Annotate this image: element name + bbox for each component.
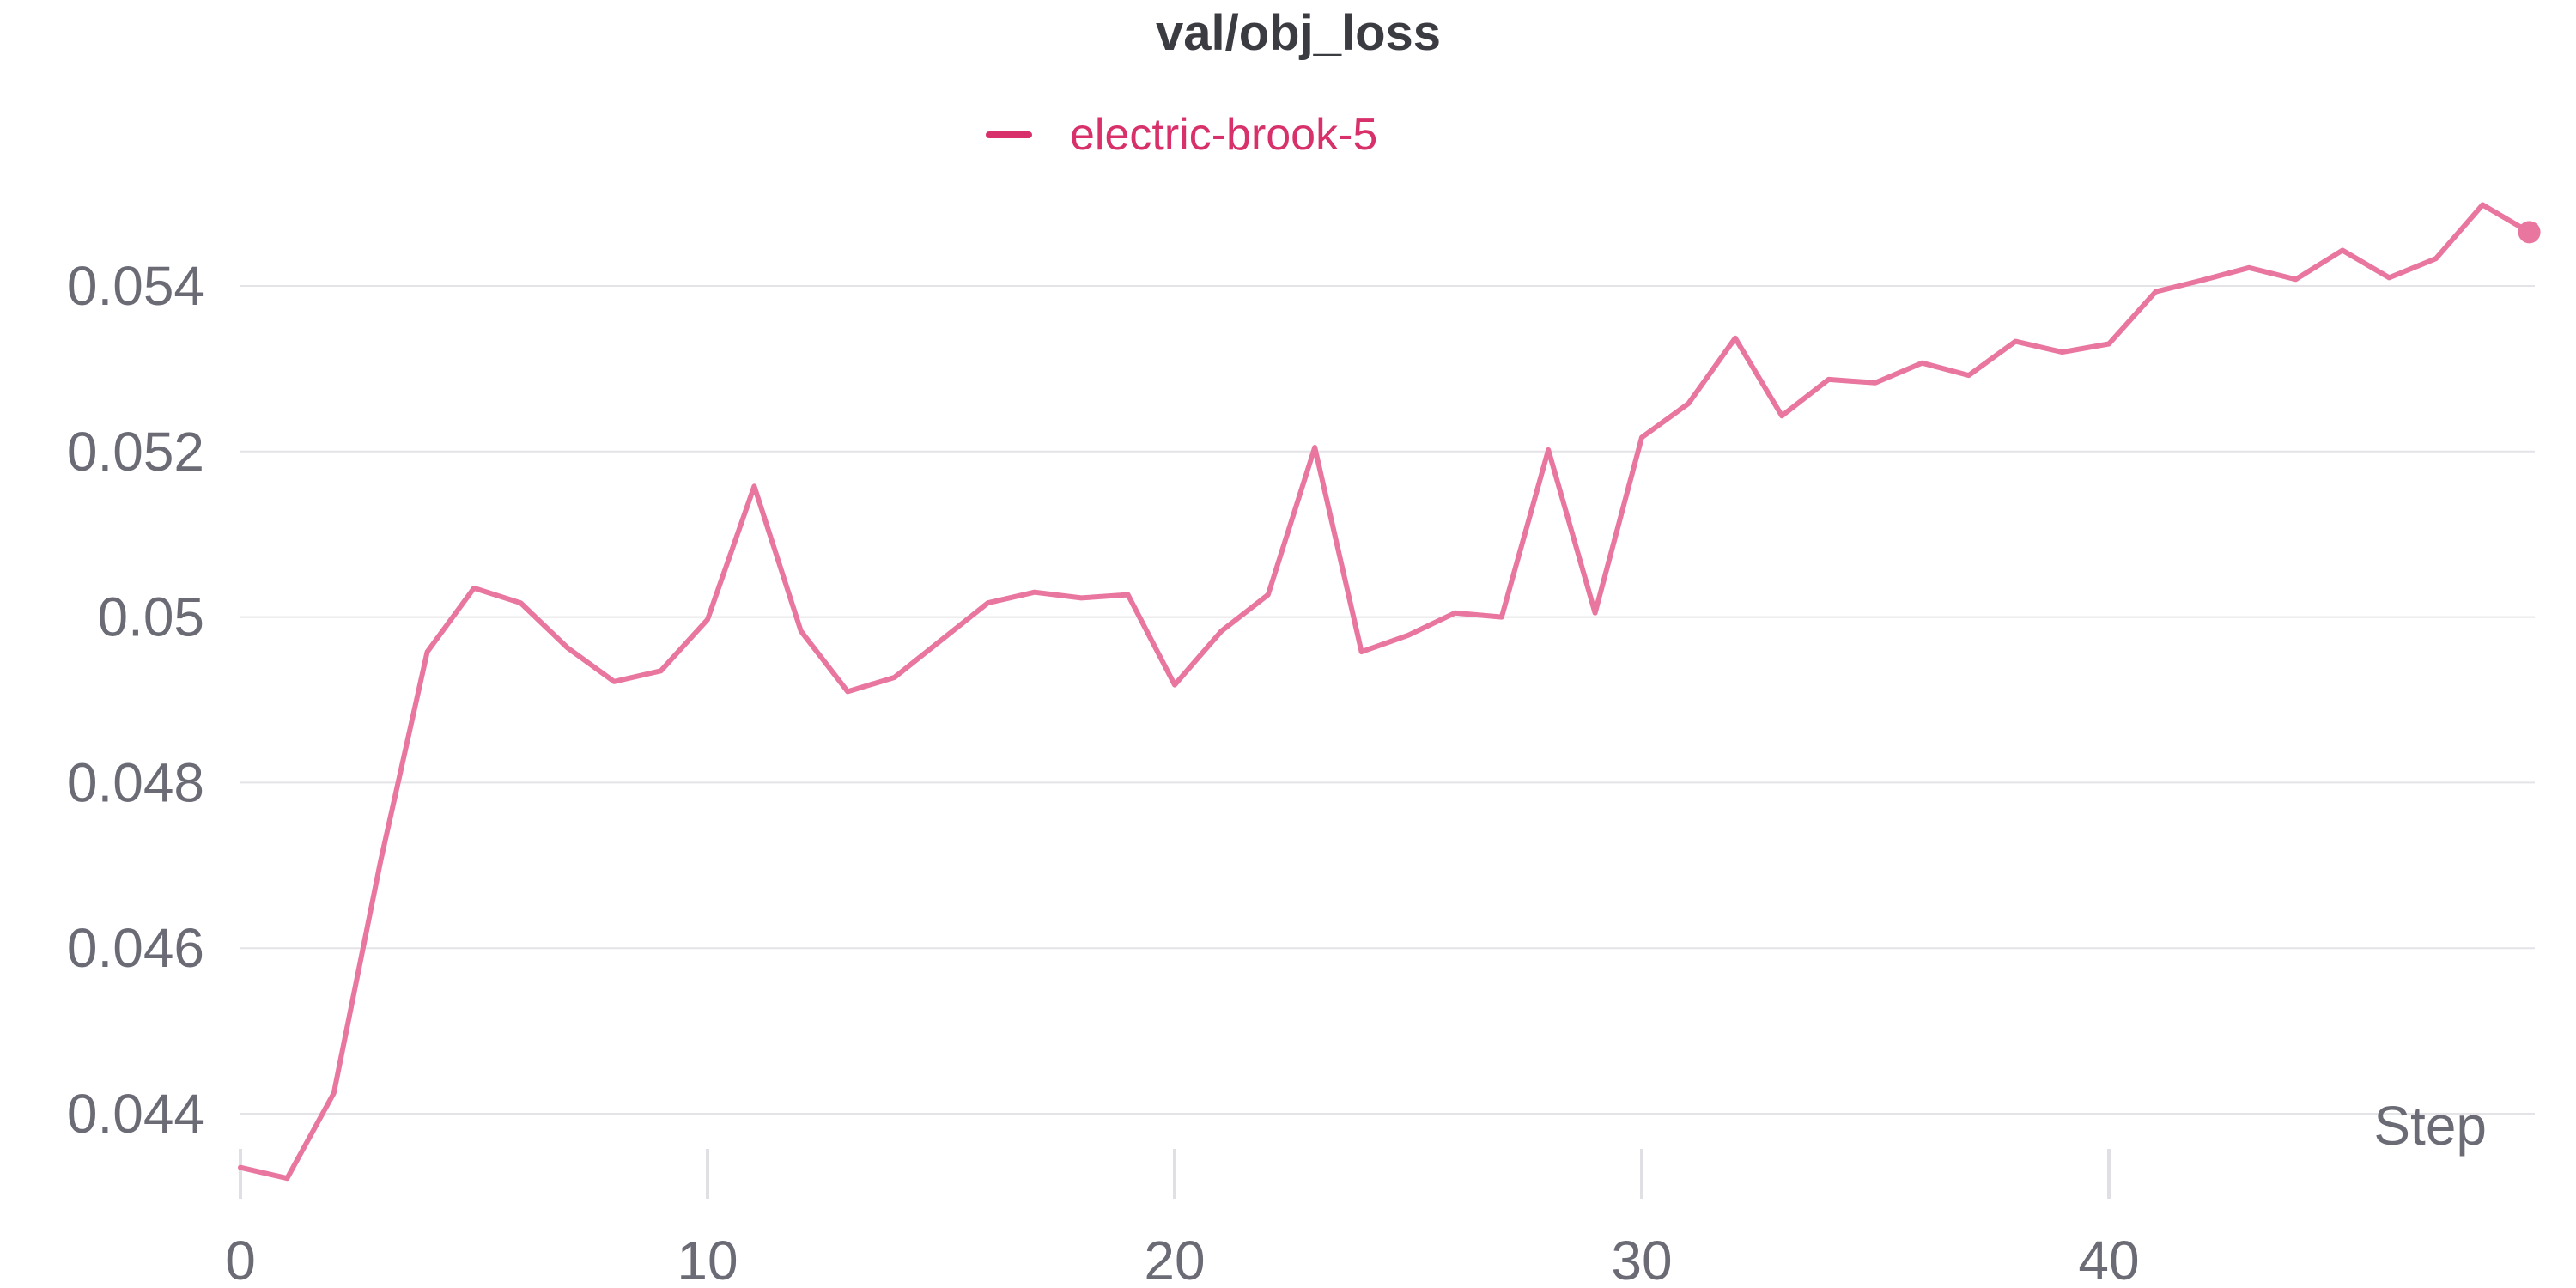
data-point: [2386, 275, 2391, 280]
data-point: [705, 617, 710, 622]
legend-label-electric-brook-5: electric-brook-5: [1070, 110, 1377, 160]
data-point: [2433, 256, 2439, 261]
data-point: [238, 1165, 243, 1170]
data-point: [1406, 633, 1411, 638]
x-axis-ticks: 0 10 20 30 40: [225, 1149, 2140, 1288]
data-point: [1873, 380, 1878, 386]
data-point: [1266, 592, 1271, 598]
data-point: [2246, 265, 2251, 270]
chart-title: val/obj_loss: [1156, 5, 1441, 61]
x-tick-label: 20: [1144, 1230, 1205, 1288]
y-tick-label: 0.05: [97, 586, 204, 648]
y-tick-label: 0.048: [67, 751, 204, 813]
series-line[interactable]: [238, 202, 2532, 1182]
data-point: [2340, 248, 2345, 253]
data-point: [565, 645, 570, 650]
data-point: [2293, 276, 2299, 282]
x-tick-label: 40: [2078, 1230, 2139, 1288]
data-point: [1826, 377, 1832, 382]
data-point: [378, 859, 383, 864]
data-point: [751, 483, 756, 489]
legend[interactable]: electric-brook-5: [986, 110, 1377, 160]
data-point: [1779, 413, 1784, 418]
y-axis-ticks: 0.044 0.046 0.048 0.05 0.052 0.054: [67, 255, 204, 1145]
series-electric-brook-5[interactable]: [238, 202, 2541, 1182]
data-point: [1546, 447, 1551, 453]
data-point: [1218, 629, 1224, 634]
data-point: [1078, 595, 1084, 600]
y-tick-label: 0.052: [67, 421, 204, 483]
data-point: [1499, 615, 1504, 620]
data-point: [1639, 434, 1644, 440]
data-point: [1126, 592, 1131, 598]
data-point: [2200, 277, 2205, 283]
data-point: [2480, 203, 2485, 208]
y-tick-label: 0.044: [67, 1083, 204, 1145]
data-point: [799, 629, 804, 634]
data-point: [331, 1091, 337, 1096]
data-point: [1359, 649, 1364, 654]
y-tick-label: 0.054: [67, 255, 204, 317]
data-point: [2106, 341, 2111, 346]
x-tick-label: 0: [225, 1230, 256, 1288]
data-point: [659, 668, 664, 673]
data-point: [892, 675, 897, 680]
data-point: [2013, 339, 2018, 344]
data-point: [1966, 373, 1971, 378]
data-point: [939, 638, 944, 643]
data-point: [2153, 289, 2158, 295]
x-axis-label: Step: [2373, 1095, 2487, 1157]
data-point: [425, 649, 430, 654]
data-point: [284, 1176, 289, 1181]
x-tick-label: 30: [1611, 1230, 1672, 1288]
data-point: [1686, 401, 1691, 406]
data-point: [518, 600, 523, 605]
data-point: [1172, 683, 1177, 688]
data-point: [611, 679, 617, 684]
data-point: [1452, 611, 1457, 616]
data-point: [1032, 590, 1037, 595]
data-point: [1593, 611, 1598, 616]
gridlines: [240, 285, 2535, 1115]
data-point: [2060, 349, 2065, 355]
y-tick-label: 0.046: [67, 917, 204, 979]
data-point: [471, 586, 477, 591]
x-tick-label: 10: [677, 1230, 738, 1288]
data-point: [1733, 336, 1738, 341]
data-point: [985, 600, 990, 605]
data-point: [1312, 445, 1317, 450]
last-point-marker: [2518, 221, 2541, 244]
data-point: [845, 689, 850, 694]
data-point: [1919, 361, 1924, 366]
